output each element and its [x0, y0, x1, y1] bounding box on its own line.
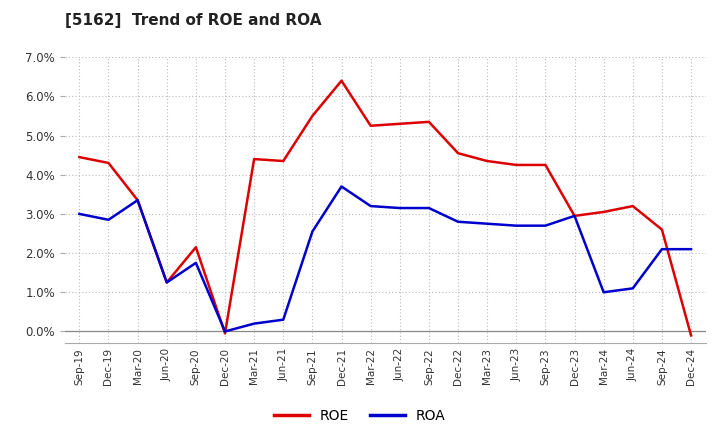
- Text: [5162]  Trend of ROE and ROA: [5162] Trend of ROE and ROA: [65, 13, 321, 28]
- ROE: [308, 114, 317, 119]
- ROA: [395, 205, 404, 211]
- ROA: [192, 260, 200, 265]
- ROE: [366, 123, 375, 128]
- ROA: [629, 286, 637, 291]
- ROE: [220, 331, 229, 336]
- ROA: [104, 217, 113, 223]
- ROE: [133, 198, 142, 203]
- Line: ROA: ROA: [79, 187, 691, 331]
- ROA: [657, 246, 666, 252]
- ROE: [395, 121, 404, 126]
- ROA: [599, 290, 608, 295]
- ROE: [250, 157, 258, 162]
- ROA: [75, 211, 84, 216]
- ROE: [163, 280, 171, 285]
- ROE: [454, 150, 462, 156]
- ROA: [250, 321, 258, 326]
- Line: ROE: ROE: [79, 81, 691, 335]
- ROE: [687, 333, 696, 338]
- ROE: [599, 209, 608, 215]
- ROE: [425, 119, 433, 125]
- ROA: [483, 221, 492, 226]
- ROA: [220, 329, 229, 334]
- ROE: [541, 162, 550, 168]
- ROE: [75, 154, 84, 160]
- ROE: [104, 160, 113, 165]
- ROA: [308, 229, 317, 234]
- ROE: [629, 203, 637, 209]
- ROA: [279, 317, 287, 323]
- ROA: [337, 184, 346, 189]
- ROE: [512, 162, 521, 168]
- ROE: [570, 213, 579, 219]
- ROE: [279, 158, 287, 164]
- ROA: [425, 205, 433, 211]
- ROA: [163, 280, 171, 285]
- ROE: [192, 245, 200, 250]
- ROE: [483, 158, 492, 164]
- ROA: [133, 198, 142, 203]
- ROA: [454, 219, 462, 224]
- ROE: [657, 227, 666, 232]
- ROA: [570, 213, 579, 219]
- ROA: [541, 223, 550, 228]
- ROA: [687, 246, 696, 252]
- ROA: [512, 223, 521, 228]
- ROE: [337, 78, 346, 83]
- ROA: [366, 203, 375, 209]
- Legend: ROE, ROA: ROE, ROA: [269, 403, 451, 429]
